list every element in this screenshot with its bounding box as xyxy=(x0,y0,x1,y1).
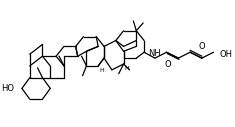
Text: H: H xyxy=(125,66,129,71)
Text: O: O xyxy=(199,42,205,51)
Text: OH: OH xyxy=(219,50,232,59)
Text: HO: HO xyxy=(1,84,14,93)
Text: O: O xyxy=(164,60,171,69)
Text: NH: NH xyxy=(149,49,161,58)
Text: H: H xyxy=(99,68,104,73)
